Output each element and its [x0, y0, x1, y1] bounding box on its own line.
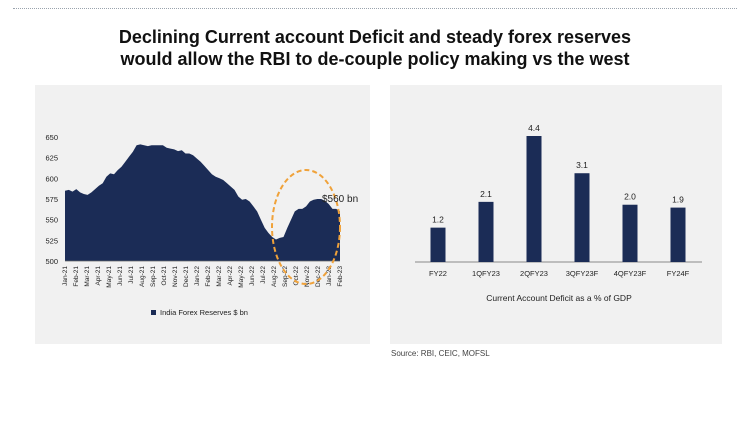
top-dotted-rule [13, 8, 737, 9]
x-tick-label: Jan-21 [62, 266, 69, 286]
bar-value-label: 2.1 [480, 189, 492, 199]
cad-chart-panel: 1.2 FY22 2.1 1QFY23 4.4 2QFY23 3.1 3QFY23F 2.0 4Q… [390, 85, 722, 344]
bar-value-label: 3.1 [576, 160, 588, 170]
y-tick-label: 500 [45, 257, 58, 266]
x-tick-label: Feb-23 [337, 266, 344, 287]
x-tick-label: Jun-21 [117, 266, 124, 286]
x-tick-label: Dec-22 [315, 266, 322, 287]
x-tick-label: Mar-21 [84, 266, 91, 287]
cad-bar [574, 173, 590, 262]
x-tick-label: Nov-22 [304, 266, 311, 287]
x-tick-label: Jul-21 [128, 266, 135, 284]
cad-bar [622, 204, 638, 262]
x-tick-label: Aug-21 [139, 266, 146, 287]
forex-reserves-chart-panel: 500 525 550 575 600 625 650 Jan-21 Feb-21 Mar-21 A… [35, 85, 370, 344]
category-label: 4QFY23F [614, 269, 647, 278]
forex-reserves-area [65, 144, 340, 261]
legend-swatch [151, 310, 156, 315]
x-tick-label: May-21 [106, 266, 113, 288]
x-tick-label: Sep-22 [282, 266, 289, 287]
x-tick-label: Aug-22 [271, 266, 278, 287]
x-tick-label: Nov-21 [172, 266, 179, 287]
bar-value-label: 1.2 [432, 215, 444, 225]
x-tick-label: Feb-21 [73, 266, 80, 287]
y-tick-label: 625 [45, 154, 58, 163]
y-tick-label: 600 [45, 174, 58, 183]
y-tick-label: 575 [45, 195, 58, 204]
x-axis-title: Current Account Deficit as a % of GDP [486, 293, 632, 303]
bar-value-label: 1.9 [672, 195, 684, 205]
cad-bar [478, 201, 494, 262]
cad-bar [670, 207, 686, 262]
source-note: Source: RBI, CEIC, MOFSL [391, 349, 490, 358]
x-tick-label: Jan-23 [326, 266, 333, 286]
category-label: FY22 [429, 269, 447, 278]
y-tick-label: 525 [45, 236, 58, 245]
cad-bar [430, 227, 446, 262]
x-tick-label: Oct-21 [161, 266, 168, 286]
category-label: 3QFY23F [566, 269, 599, 278]
bar-value-label: 4.4 [528, 123, 540, 133]
x-tick-label: Jan-22 [194, 266, 201, 286]
title-line-2: would allow the RBI to de-couple policy … [120, 49, 630, 69]
x-tick-label: Apr-21 [95, 266, 102, 286]
title-line-1: Declining Current account Deficit and st… [118, 27, 632, 47]
x-tick-label: Jun-22 [249, 266, 256, 286]
y-tick-label: 650 [45, 133, 58, 142]
x-tick-label: Jul-22 [260, 266, 267, 284]
x-tick-label: Feb-22 [205, 266, 212, 287]
x-tick-label: May-22 [238, 266, 245, 288]
category-label: 1QFY23 [472, 269, 500, 278]
bar-value-label: 2.0 [624, 192, 636, 202]
category-label: FY24F [667, 269, 690, 278]
highlight-ellipse [271, 169, 341, 285]
page-title: Declining Current account Deficit and st… [0, 26, 750, 70]
cad-bar [526, 136, 542, 262]
x-tick-label: Oct-22 [293, 266, 300, 286]
x-tick-label: Dec-21 [183, 266, 190, 287]
category-label: 2QFY23 [520, 269, 548, 278]
legend-label: India Forex Reserves $ bn [160, 308, 248, 317]
current-account-deficit-chart: 1.2 FY22 2.1 1QFY23 4.4 2QFY23 3.1 3QFY23F 2.0 4Q… [415, 123, 702, 303]
annotation-label: $560 bn [322, 194, 358, 205]
x-tick-label: Mar-22 [216, 266, 223, 287]
y-tick-label: 550 [45, 216, 58, 225]
x-tick-label: Sep-21 [150, 266, 157, 287]
forex-reserves-chart: 500 525 550 575 600 625 650 Jan-21 Feb-21 Mar-21 A… [45, 133, 358, 317]
x-tick-label: Apr-22 [227, 266, 234, 286]
